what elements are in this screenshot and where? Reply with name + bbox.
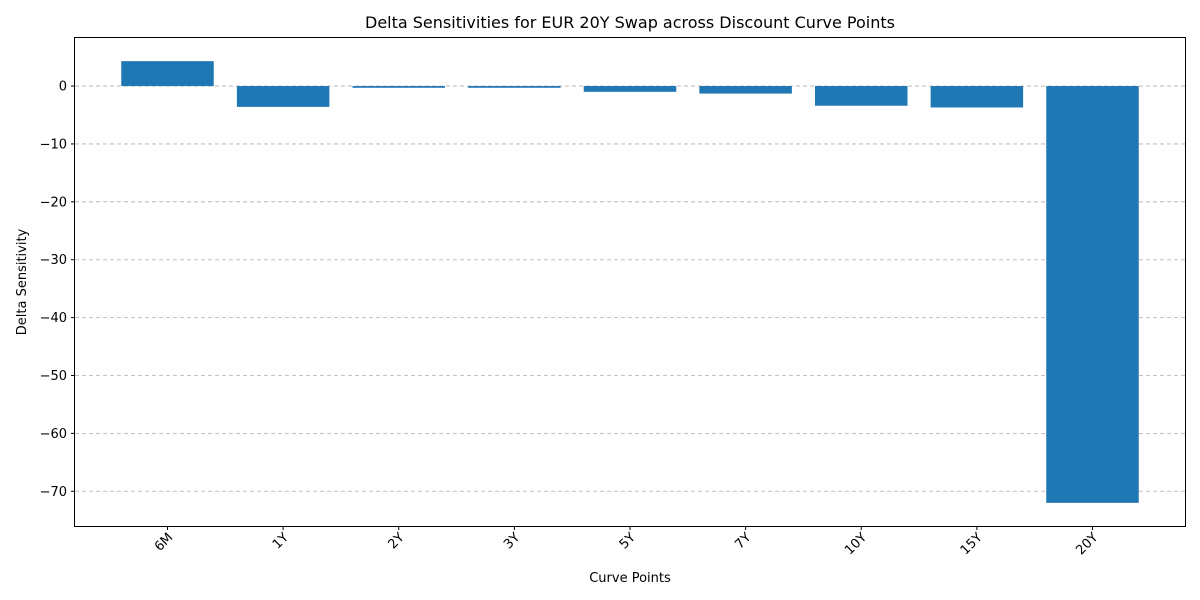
chart-title: Delta Sensitivities for EUR 20Y Swap acr… — [365, 13, 895, 32]
bar-20y — [1046, 86, 1139, 503]
bar-6m — [121, 61, 214, 86]
x-tick-label: 10Y — [842, 530, 870, 558]
y-tick-label: −50 — [40, 369, 67, 384]
x-tick-label: 2Y — [386, 530, 408, 552]
grid-layer — [75, 86, 1185, 491]
bars-layer — [121, 61, 1139, 503]
x-tick-label: 20Y — [1073, 530, 1101, 558]
x-axis: 6M 1Y 2Y 3Y 5Y 7Y 10Y 15Y 20Y — [152, 526, 1101, 558]
y-tick-label: −60 — [40, 427, 67, 442]
x-tick-label: 3Y — [501, 530, 523, 552]
y-tick-label: −20 — [40, 195, 67, 210]
x-tick-label: 6M — [152, 530, 176, 554]
bar-2y — [353, 86, 446, 88]
bar-10y — [815, 86, 908, 106]
y-tick-label: 0 — [59, 80, 67, 95]
plot-frame — [75, 38, 1186, 527]
x-tick-label: 5Y — [617, 530, 639, 552]
y-tick-label: −40 — [40, 311, 67, 326]
y-tick-label: −30 — [40, 253, 67, 268]
y-axis-label: Delta Sensitivity — [15, 228, 30, 335]
x-tick-label: 15Y — [958, 530, 986, 558]
y-tick-label: −70 — [40, 485, 67, 500]
y-axis: 0 −10 −20 −30 −40 −50 −60 −70 — [40, 80, 75, 500]
y-tick-label: −10 — [40, 137, 67, 152]
bar-15y — [931, 86, 1024, 107]
bar-3y — [468, 86, 561, 88]
bar-5y — [584, 86, 677, 92]
x-tick-label: 1Y — [270, 530, 292, 552]
bar-7y — [699, 86, 792, 94]
x-tick-label: 7Y — [732, 530, 754, 552]
bar-1y — [237, 86, 330, 107]
x-axis-label: Curve Points — [589, 571, 671, 586]
